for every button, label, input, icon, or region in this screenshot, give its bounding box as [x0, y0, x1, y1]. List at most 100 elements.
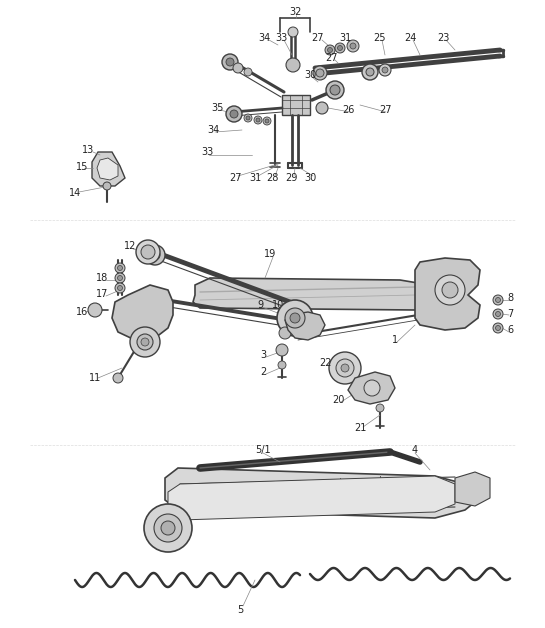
Circle shape [329, 352, 361, 384]
Circle shape [113, 373, 123, 383]
Polygon shape [348, 372, 395, 404]
Text: 27: 27 [312, 33, 324, 43]
Text: 12: 12 [124, 241, 136, 251]
Circle shape [290, 313, 300, 323]
Text: 33: 33 [275, 33, 287, 43]
Circle shape [115, 273, 125, 283]
Circle shape [145, 245, 165, 265]
Circle shape [328, 48, 332, 53]
Text: 26: 26 [342, 105, 354, 115]
Text: 16: 16 [76, 307, 88, 317]
Text: 29: 29 [285, 173, 297, 183]
Text: 34: 34 [207, 125, 219, 135]
Circle shape [376, 404, 384, 412]
Text: 10: 10 [272, 300, 284, 310]
Text: 19: 19 [264, 249, 276, 259]
Circle shape [115, 283, 125, 293]
Circle shape [316, 69, 324, 77]
Text: 24: 24 [404, 33, 416, 43]
Circle shape [244, 68, 252, 76]
Text: 13: 13 [82, 145, 94, 155]
Text: 1: 1 [392, 335, 398, 345]
Circle shape [493, 295, 503, 305]
Circle shape [495, 325, 500, 330]
Circle shape [103, 182, 111, 190]
Circle shape [246, 116, 250, 120]
Circle shape [118, 286, 123, 291]
Circle shape [336, 359, 354, 377]
Text: 31: 31 [249, 173, 261, 183]
Circle shape [222, 54, 238, 70]
Text: 31: 31 [339, 33, 351, 43]
Circle shape [265, 119, 269, 123]
Text: 18: 18 [96, 273, 108, 283]
Circle shape [144, 504, 192, 552]
Text: 4: 4 [412, 445, 418, 455]
Text: 27: 27 [229, 173, 241, 183]
Text: 30: 30 [304, 173, 316, 183]
Polygon shape [285, 312, 325, 340]
Polygon shape [112, 285, 173, 340]
Circle shape [279, 327, 291, 339]
Circle shape [150, 250, 160, 260]
Circle shape [379, 64, 391, 76]
Text: 25: 25 [374, 33, 386, 43]
Text: 5: 5 [237, 605, 243, 615]
Text: 34: 34 [258, 33, 270, 43]
Text: 32: 32 [290, 7, 302, 17]
Polygon shape [92, 152, 125, 186]
Circle shape [161, 521, 175, 535]
Text: 3: 3 [260, 350, 266, 360]
Text: 2: 2 [260, 367, 266, 377]
Circle shape [254, 116, 262, 124]
Text: 30: 30 [304, 70, 316, 80]
Circle shape [350, 43, 356, 49]
Circle shape [276, 344, 288, 356]
Circle shape [495, 311, 500, 317]
Circle shape [233, 63, 243, 73]
Polygon shape [415, 258, 480, 330]
Circle shape [364, 380, 380, 396]
Circle shape [330, 85, 340, 95]
Circle shape [141, 245, 155, 259]
Circle shape [230, 110, 238, 118]
Circle shape [435, 275, 465, 305]
Circle shape [326, 81, 344, 99]
Circle shape [382, 67, 388, 73]
Polygon shape [282, 95, 310, 115]
Circle shape [263, 117, 271, 125]
Circle shape [130, 327, 160, 357]
Text: 20: 20 [332, 395, 344, 405]
Text: 27: 27 [326, 53, 338, 63]
Text: 15: 15 [76, 162, 88, 172]
Text: 23: 23 [437, 33, 449, 43]
Circle shape [226, 58, 234, 66]
Circle shape [118, 266, 123, 271]
Circle shape [313, 66, 327, 80]
Circle shape [141, 338, 149, 346]
Text: 17: 17 [96, 289, 108, 299]
Circle shape [341, 364, 349, 372]
Text: 5/1: 5/1 [255, 445, 271, 455]
Circle shape [137, 334, 153, 350]
Circle shape [118, 276, 123, 281]
Polygon shape [97, 158, 118, 180]
Circle shape [337, 45, 342, 50]
Circle shape [347, 40, 359, 52]
Text: 27: 27 [379, 105, 391, 115]
Text: 6: 6 [507, 325, 513, 335]
Circle shape [288, 27, 298, 37]
Circle shape [244, 114, 252, 122]
Polygon shape [193, 278, 430, 310]
Circle shape [115, 263, 125, 273]
Circle shape [493, 323, 503, 333]
Circle shape [316, 102, 328, 114]
Text: 22: 22 [319, 358, 331, 368]
Polygon shape [165, 468, 475, 518]
Polygon shape [455, 472, 490, 506]
Text: 9: 9 [257, 300, 263, 310]
Circle shape [325, 45, 335, 55]
Circle shape [495, 298, 500, 303]
Text: 7: 7 [507, 309, 513, 319]
Circle shape [154, 514, 182, 542]
